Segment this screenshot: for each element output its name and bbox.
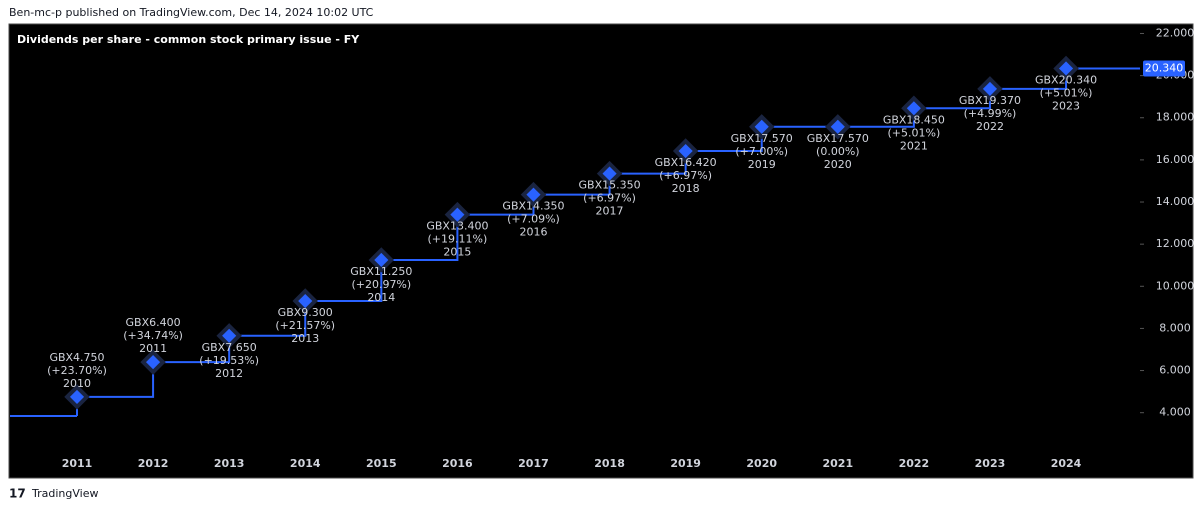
period-label: 2021 [900, 139, 928, 152]
period-label: 2015 [443, 246, 471, 259]
value-label: GBX16.420 [655, 156, 717, 169]
marker [830, 119, 845, 134]
y-tick-label: 16.000 [1156, 153, 1195, 166]
x-tick-label: 2024 [1051, 457, 1082, 470]
value-label: GBX19.370 [959, 94, 1021, 107]
value-label: GBX9.300 [278, 306, 333, 319]
change-label: (+5.01%) [1040, 86, 1093, 99]
x-tick-label: 2012 [138, 457, 169, 470]
x-tick-label: 2022 [899, 457, 930, 470]
change-label: (+21.57%) [275, 319, 335, 332]
period-label: 2017 [596, 205, 624, 218]
x-tick-label: 2023 [975, 457, 1006, 470]
change-label: (+6.97%) [659, 169, 712, 182]
marker [526, 187, 541, 202]
change-label: (+34.74%) [123, 329, 183, 342]
y-tick-label: 6.000 [1159, 364, 1191, 377]
marker [222, 328, 237, 343]
plot: 4.000 6.000 8.000 10.000 12.000 14.000 16.000 1… [10, 26, 1194, 470]
x-tick-label: 2013 [214, 457, 245, 470]
change-label: (+19.53%) [199, 354, 259, 367]
marker [69, 389, 85, 404]
x-tick-label: 2017 [518, 457, 549, 470]
x-tick-label: 2014 [290, 457, 321, 470]
value-label: GBX11.250 [350, 265, 412, 278]
y-tick-label: 12.000 [1156, 237, 1195, 250]
step-line [76, 67, 1140, 417]
x-tick-label: 2011 [62, 457, 93, 470]
chart-panel [8, 23, 1194, 479]
change-label: (+23.70%) [47, 364, 107, 377]
period-label: 2019 [748, 158, 776, 171]
y-tick-label: 18.000 [1156, 111, 1195, 124]
y-tick-label: 10.000 [1156, 279, 1195, 292]
y-tick-label: 4.000 [1159, 406, 1191, 419]
x-tick-label: 2020 [746, 457, 777, 470]
period-label: 2018 [672, 182, 700, 195]
x-tick-label: 2016 [442, 457, 473, 470]
period-label: 2010 [63, 377, 91, 390]
change-label: (+5.01%) [888, 126, 941, 139]
chart-title: Dividends per share - common stock prima… [17, 33, 360, 46]
change-label: (0.00%) [816, 145, 860, 158]
x-tick-label: 2015 [366, 457, 397, 470]
marker [602, 166, 617, 181]
marker [906, 101, 921, 116]
y-tick-label: 14.000 [1156, 195, 1195, 208]
value-label: GBX18.450 [883, 113, 945, 126]
x-tick-label: 2021 [822, 457, 853, 470]
value-label: GBX7.650 [202, 341, 257, 354]
value-label: GBX14.350 [502, 200, 564, 213]
value-label: GBX6.400 [126, 316, 181, 329]
period-label: 2016 [519, 226, 547, 239]
marker [754, 119, 769, 134]
x-tick-label: 2019 [670, 457, 701, 470]
period-label: 2014 [367, 291, 395, 304]
change-label: (+4.99%) [964, 107, 1017, 120]
value-label: GBX4.750 [49, 351, 104, 364]
logo-mark: 17 [9, 487, 26, 501]
period-label: 2013 [291, 332, 319, 345]
brand: TradingView [31, 487, 98, 500]
marker [374, 252, 389, 268]
brand-logo: 17 [9, 487, 26, 501]
change-label: (+6.97%) [583, 192, 636, 205]
marker [298, 293, 313, 309]
marker [1058, 61, 1074, 76]
marker [450, 207, 465, 222]
value-label: GBX17.570 [807, 132, 869, 145]
value-label: GBX20.340 [1035, 73, 1097, 86]
change-label: (+19.11%) [428, 233, 488, 246]
marker [146, 355, 161, 370]
x-tick-label: 2018 [594, 457, 625, 470]
value-label: GBX17.570 [731, 132, 793, 145]
y-tick-label: 8.000 [1159, 321, 1191, 334]
period-label: 2020 [824, 158, 852, 171]
last-value-label: 20.340 [1145, 61, 1184, 74]
byline: Ben-mc-p published on TradingView.com, D… [9, 6, 374, 19]
marker [982, 81, 998, 96]
period-label: 2023 [1052, 99, 1080, 112]
period-label: 2022 [976, 120, 1004, 133]
y-tick-label: 22.000 [1156, 26, 1195, 39]
period-label: 2012 [215, 367, 243, 380]
value-label: GBX13.400 [426, 220, 488, 233]
change-label: (+7.09%) [507, 213, 560, 226]
period-label: 2011 [139, 342, 167, 355]
change-label: (+20.97%) [351, 278, 411, 291]
change-label: (+7.00%) [735, 145, 788, 158]
last-value-box [1143, 60, 1185, 77]
marker [678, 143, 693, 159]
value-label: GBX15.350 [579, 179, 641, 192]
